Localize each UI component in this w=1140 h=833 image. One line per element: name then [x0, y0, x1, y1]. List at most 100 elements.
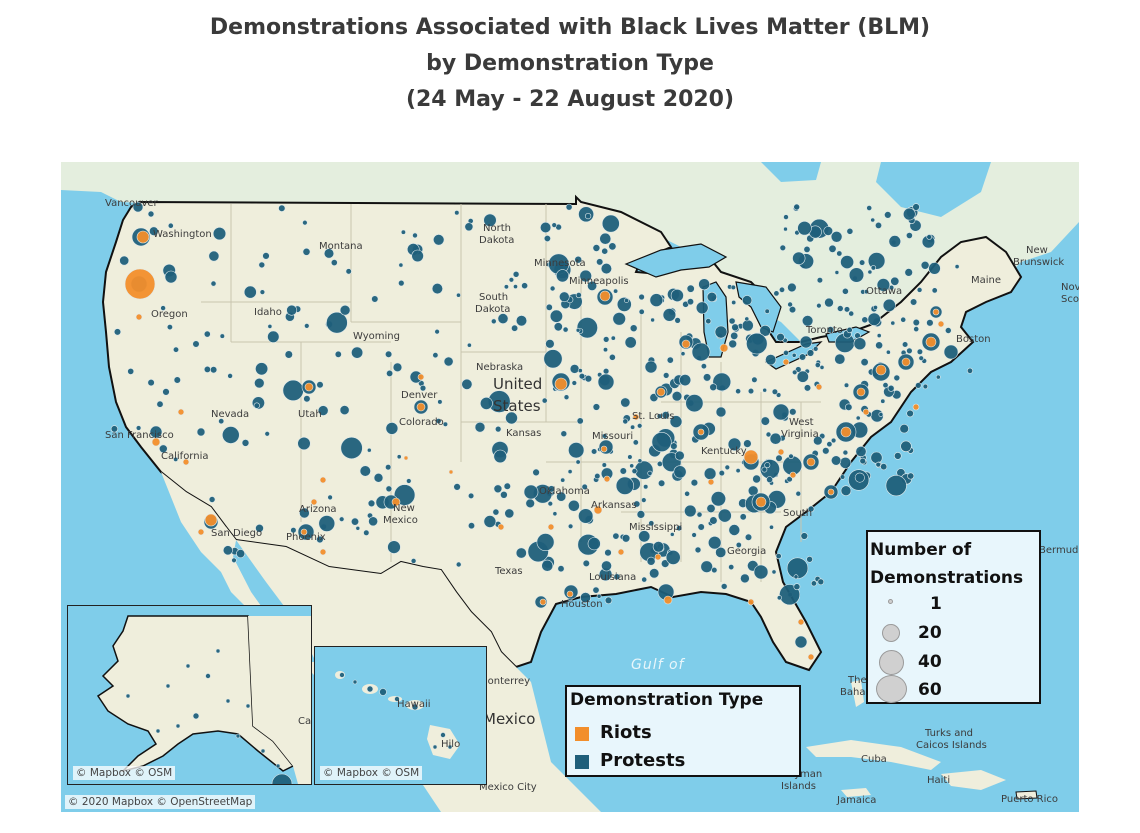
protest-marker[interactable] [442, 421, 449, 427]
protest-marker[interactable] [282, 379, 304, 401]
protest-marker[interactable] [575, 327, 581, 333]
protest-marker[interactable] [624, 298, 629, 303]
protest-marker[interactable] [730, 331, 739, 340]
protest-marker[interactable] [492, 508, 500, 516]
protest-marker[interactable] [839, 474, 846, 480]
protest-marker[interactable] [900, 316, 907, 323]
protest-marker[interactable] [286, 304, 298, 316]
riot-marker[interactable] [807, 653, 815, 661]
protest-marker[interactable] [411, 249, 424, 263]
protest-marker[interactable] [222, 545, 233, 556]
alaska-inset[interactable]: Ca © Mapbox © OSM [67, 605, 312, 785]
protest-marker[interactable] [656, 460, 663, 467]
protest-marker[interactable] [511, 324, 519, 332]
protest-marker[interactable] [764, 462, 771, 469]
protest-marker[interactable] [565, 203, 573, 211]
protest-marker[interactable] [553, 322, 563, 332]
protest-marker[interactable] [943, 344, 959, 360]
protest-marker[interactable] [540, 221, 552, 234]
protest-marker[interactable] [464, 222, 474, 232]
protest-marker[interactable] [612, 312, 626, 326]
protest-marker[interactable] [884, 211, 892, 219]
protest-marker[interactable] [728, 564, 735, 571]
protest-marker[interactable] [743, 439, 752, 448]
protest-marker[interactable] [709, 516, 718, 525]
protest-marker[interactable] [339, 304, 351, 316]
protest-marker[interactable] [551, 222, 557, 228]
riot-marker[interactable] [663, 595, 673, 605]
protest-marker[interactable] [760, 416, 770, 426]
protest-marker[interactable] [828, 244, 837, 253]
protest-marker[interactable] [839, 456, 852, 469]
protest-marker[interactable] [113, 328, 122, 336]
protest-marker[interactable] [567, 523, 574, 529]
protest-marker[interactable] [649, 293, 664, 307]
protest-marker[interactable] [696, 511, 703, 518]
protest-marker[interactable] [800, 532, 808, 540]
protest-marker[interactable] [549, 309, 563, 323]
protest-marker[interactable] [235, 733, 241, 739]
protest-marker[interactable] [926, 319, 934, 327]
protest-marker[interactable] [854, 472, 865, 483]
protest-marker[interactable] [340, 436, 363, 460]
protest-marker[interactable] [799, 335, 813, 349]
protest-marker[interactable] [670, 289, 684, 303]
protest-marker[interactable] [339, 405, 350, 415]
protest-marker[interactable] [801, 315, 814, 327]
protest-marker[interactable] [793, 574, 799, 580]
protest-marker[interactable] [902, 207, 916, 221]
alaska-inset-attribution[interactable]: © Mapbox © OSM [73, 766, 176, 780]
protest-marker[interactable] [709, 383, 718, 391]
protest-marker[interactable] [579, 269, 592, 283]
riot-marker[interactable] [755, 496, 767, 508]
protest-marker[interactable] [455, 561, 462, 568]
protest-marker[interactable] [816, 303, 822, 309]
protest-marker[interactable] [110, 425, 119, 433]
protest-marker[interactable] [652, 541, 665, 553]
riot-marker[interactable] [789, 471, 797, 479]
protest-marker[interactable] [880, 398, 886, 404]
protest-marker[interactable] [400, 229, 406, 235]
protest-marker[interactable] [264, 431, 270, 437]
protest-marker[interactable] [500, 490, 508, 499]
protest-marker[interactable] [886, 349, 891, 355]
protest-marker[interactable] [385, 485, 393, 493]
protest-marker[interactable] [210, 366, 218, 374]
protest-marker[interactable] [576, 317, 598, 339]
protest-marker[interactable] [205, 673, 211, 679]
protest-marker[interactable] [769, 524, 774, 530]
protest-marker[interactable] [166, 324, 173, 331]
riot-marker[interactable] [747, 598, 755, 606]
protest-marker[interactable] [284, 350, 293, 359]
protest-marker[interactable] [843, 382, 850, 388]
protest-marker[interactable] [669, 415, 683, 428]
protest-marker[interactable] [817, 578, 825, 586]
protest-marker[interactable] [379, 688, 387, 696]
protest-marker[interactable] [875, 341, 883, 350]
protest-marker[interactable] [882, 382, 889, 389]
protest-marker[interactable] [644, 360, 658, 374]
protest-marker[interactable] [467, 522, 475, 530]
riot-marker[interactable] [932, 308, 940, 316]
protest-marker[interactable] [922, 383, 929, 390]
protest-marker[interactable] [584, 375, 593, 383]
protest-marker[interactable] [619, 467, 627, 475]
protest-marker[interactable] [690, 479, 699, 487]
protest-marker[interactable] [613, 573, 621, 581]
protest-marker[interactable] [454, 210, 460, 216]
riot-marker[interactable] [177, 408, 185, 416]
protest-marker[interactable] [160, 305, 166, 311]
protest-marker[interactable] [909, 298, 918, 306]
protest-marker[interactable] [842, 449, 849, 456]
protest-marker[interactable] [594, 473, 601, 480]
protest-marker[interactable] [373, 472, 384, 483]
riot-marker[interactable] [632, 413, 640, 421]
protest-marker[interactable] [773, 290, 780, 297]
protest-marker[interactable] [162, 388, 170, 396]
protest-marker[interactable] [602, 368, 610, 375]
protest-marker[interactable] [715, 546, 727, 558]
protest-marker[interactable] [316, 381, 324, 389]
protest-marker[interactable] [840, 255, 854, 269]
protest-marker[interactable] [219, 333, 225, 339]
protest-marker[interactable] [604, 549, 612, 557]
